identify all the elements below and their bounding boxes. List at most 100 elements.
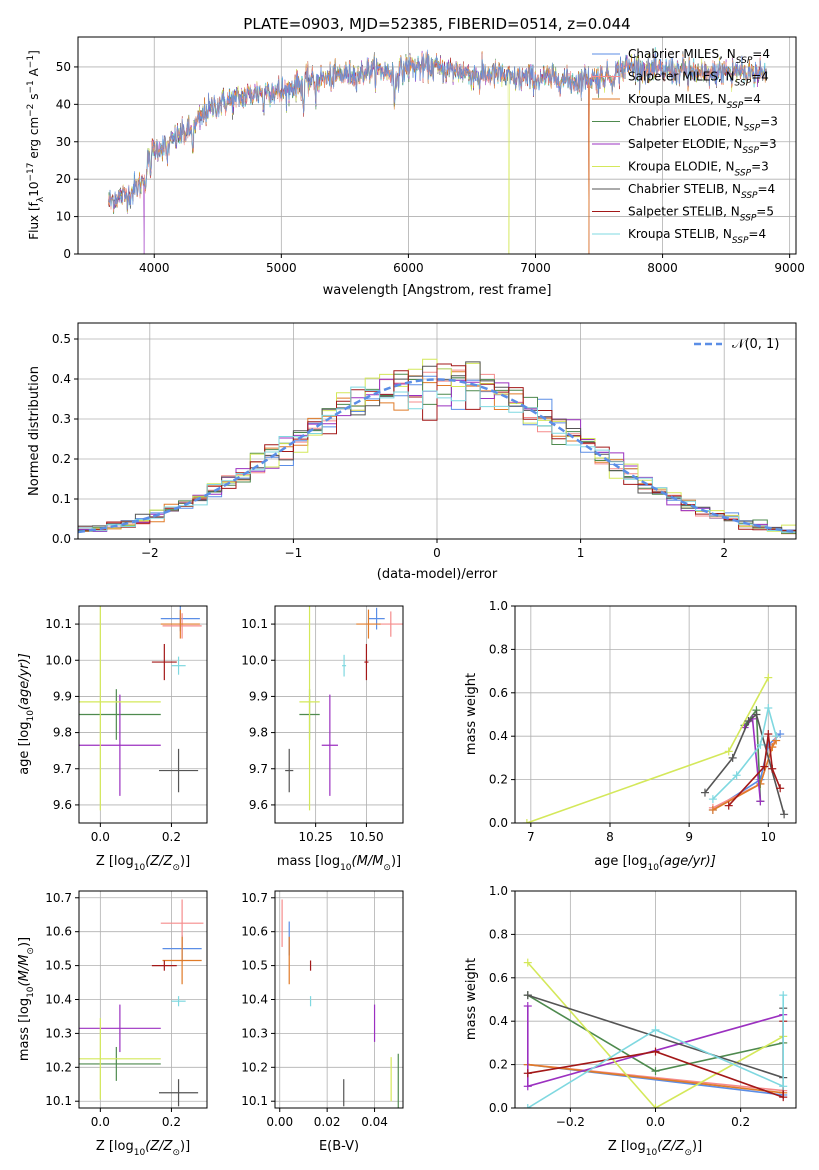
y-tick-label: 0.3: [52, 412, 71, 426]
x-tick-label: −0.2: [556, 1115, 585, 1129]
y-tick-label: 9.7: [53, 762, 72, 776]
y-tick-label: 9.7: [249, 762, 268, 776]
marker-salpeter_stelib: [764, 730, 773, 739]
y-tick-label: 0.2: [52, 452, 71, 466]
x-tick-label: 0.02: [314, 1115, 341, 1129]
y-tick-label: 10.1: [45, 617, 72, 631]
legend-label: Chabrier STELIB, N: [628, 182, 741, 196]
x-tick-label: 7000: [520, 261, 551, 275]
axes-frame: [77, 322, 797, 540]
legend-value: =3: [759, 137, 777, 151]
y-tick-label: 0.8: [489, 927, 508, 941]
legend-label: Salpeter MILES, N: [628, 70, 735, 84]
mw-age-y-label: mass weight: [464, 673, 479, 755]
y-tick-label: 10.4: [45, 993, 72, 1007]
y-tick-label: 20: [56, 172, 71, 186]
marker-chabrier_stelib: [780, 810, 789, 819]
x-tick-label: 8: [606, 830, 614, 844]
axes-frame: [78, 890, 208, 1109]
errorbar-chabrier_elodie: [79, 1046, 161, 1081]
plot-area: [281, 899, 399, 1108]
errorbar-kroupa_miles: [356, 609, 381, 639]
legend-sub: SSP: [741, 191, 758, 201]
y-tick-label: 9.6: [53, 798, 72, 812]
legend-sub: SSP: [735, 169, 752, 179]
x-tick-label: 0.00: [266, 1115, 293, 1129]
spectrum-y-label-part: −17: [26, 163, 36, 182]
legend-entry: Kroupa STELIB, NSSP=4: [628, 227, 766, 246]
axes-frame: [274, 605, 404, 824]
mw-z-x-label-part: ⊙: [684, 1148, 692, 1158]
mass-z-y-label-part: )]: [17, 937, 32, 947]
y-tick-label: 1.0: [489, 599, 508, 613]
y-tick-label: 10.2: [241, 1060, 268, 1074]
legend-value: =5: [756, 205, 774, 219]
errorbar-kroupa_stelib: [342, 654, 347, 677]
mw-z-x-label-part: (Z/Z: [657, 1139, 685, 1154]
x-tick-label: 10.50: [349, 830, 383, 844]
legend-entry: Kroupa ELODIE, NSSP=3: [628, 160, 769, 179]
y-tick-label: 0: [63, 247, 71, 261]
plot-area: [523, 958, 788, 1108]
marker-kroupa_miles: [708, 805, 717, 814]
residual-panel: −2 −1 0 1 2 0.0 0.1 0.2 0.3 0.4 0.5 Normed distribu…: [27, 322, 797, 582]
marker-salpeter_elodie: [756, 797, 765, 806]
spectrum-line-chabrier_miles: [108, 49, 768, 210]
mw-age-x-label-part: age [log: [594, 854, 647, 869]
legend-value: =3: [751, 160, 769, 174]
y-tick-label: 10.6: [45, 925, 72, 939]
legend-value: =4: [743, 92, 761, 106]
errorbar-salpeter_miles: [378, 611, 403, 637]
series-kroupa_stelib: [527, 995, 784, 1108]
marker-kroupa_stelib: [779, 1082, 788, 1091]
x-tick-label: 0.04: [361, 1115, 388, 1129]
y-tick-label: 10.0: [45, 653, 72, 667]
legend-sub: SSP: [727, 101, 744, 111]
histogram-kroupa_stelib: [78, 384, 796, 534]
plot-area: [79, 899, 204, 1107]
y-tick-label: 10.1: [241, 617, 268, 631]
mass-z-x-label-part: Z [log: [96, 1139, 134, 1154]
mass-z-y-label-part: mass [log: [17, 998, 32, 1061]
y-tick-label: 0.1: [52, 492, 71, 506]
y-tick-label: 10: [56, 210, 71, 224]
mass-z-y-label-part: (M/M: [17, 955, 32, 987]
age-mass-x-label-part: )]: [391, 854, 401, 869]
legend-value: =3: [760, 115, 778, 129]
errorbar-kroupa_miles: [160, 609, 200, 639]
errorbar-salpeter_stelib: [151, 960, 177, 971]
x-tick-label: 9000: [774, 261, 805, 275]
marker-kroupa_stelib: [764, 703, 773, 712]
y-tick-label: 10.3: [241, 1026, 268, 1040]
marker-kroupa_stelib: [732, 771, 741, 780]
legend-sub: SSP: [735, 79, 752, 89]
normal-legend-label: 𝒩(0, 1): [732, 337, 779, 352]
errorbar-kroupa_elodie: [79, 1018, 161, 1100]
marker-kroupa_elodie: [724, 747, 733, 756]
spectrum-y-label-part: A: [27, 67, 41, 80]
x-tick-label: 1: [577, 546, 585, 560]
plot-area: [285, 606, 403, 811]
age-z-y-label: age [log10(age/yr)]: [17, 653, 36, 775]
mass-z-x-label-part: ⊙: [172, 1148, 180, 1158]
legend-sub: SSP: [744, 124, 761, 134]
y-tick-label: 10.7: [241, 891, 268, 905]
spectrum-y-label: Flux [fλ10−17 erg cm−2 s−1 A−1]: [26, 50, 46, 240]
spectrum-x-label: wavelength [Angstrom, rest frame]: [323, 283, 552, 298]
grid: [275, 606, 403, 823]
mw-z-panel: −0.2 0.0 0.2 0.0 0.2 0.4 0.6 0.8 1.0 mass weight Z…: [464, 884, 797, 1158]
marker-kroupa_stelib: [523, 1104, 532, 1108]
marker-salpeter_stelib: [779, 1093, 788, 1102]
age-mass-x-label-part: mass [log: [277, 854, 340, 869]
y-tick-label: 9.9: [53, 689, 72, 703]
marker-salpeter_elodie: [523, 1082, 532, 1091]
mw-z-x-label-part: 10: [646, 1148, 658, 1158]
y-tick-label: 10.4: [241, 993, 268, 1007]
x-tick-label: 0.2: [731, 1115, 750, 1129]
y-tick-label: 0.0: [52, 532, 71, 546]
legend-label: Chabrier ELODIE, N: [628, 115, 744, 129]
y-tick-label: 0.6: [489, 971, 508, 985]
mass-ebv-x-label: E(B-V): [319, 1139, 359, 1154]
